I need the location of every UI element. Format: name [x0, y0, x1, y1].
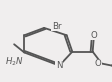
Text: O: O: [90, 31, 96, 40]
Text: Br: Br: [51, 22, 61, 31]
Text: $H_2N$: $H_2N$: [5, 55, 23, 68]
Text: O: O: [94, 59, 101, 68]
Text: N: N: [56, 61, 62, 70]
